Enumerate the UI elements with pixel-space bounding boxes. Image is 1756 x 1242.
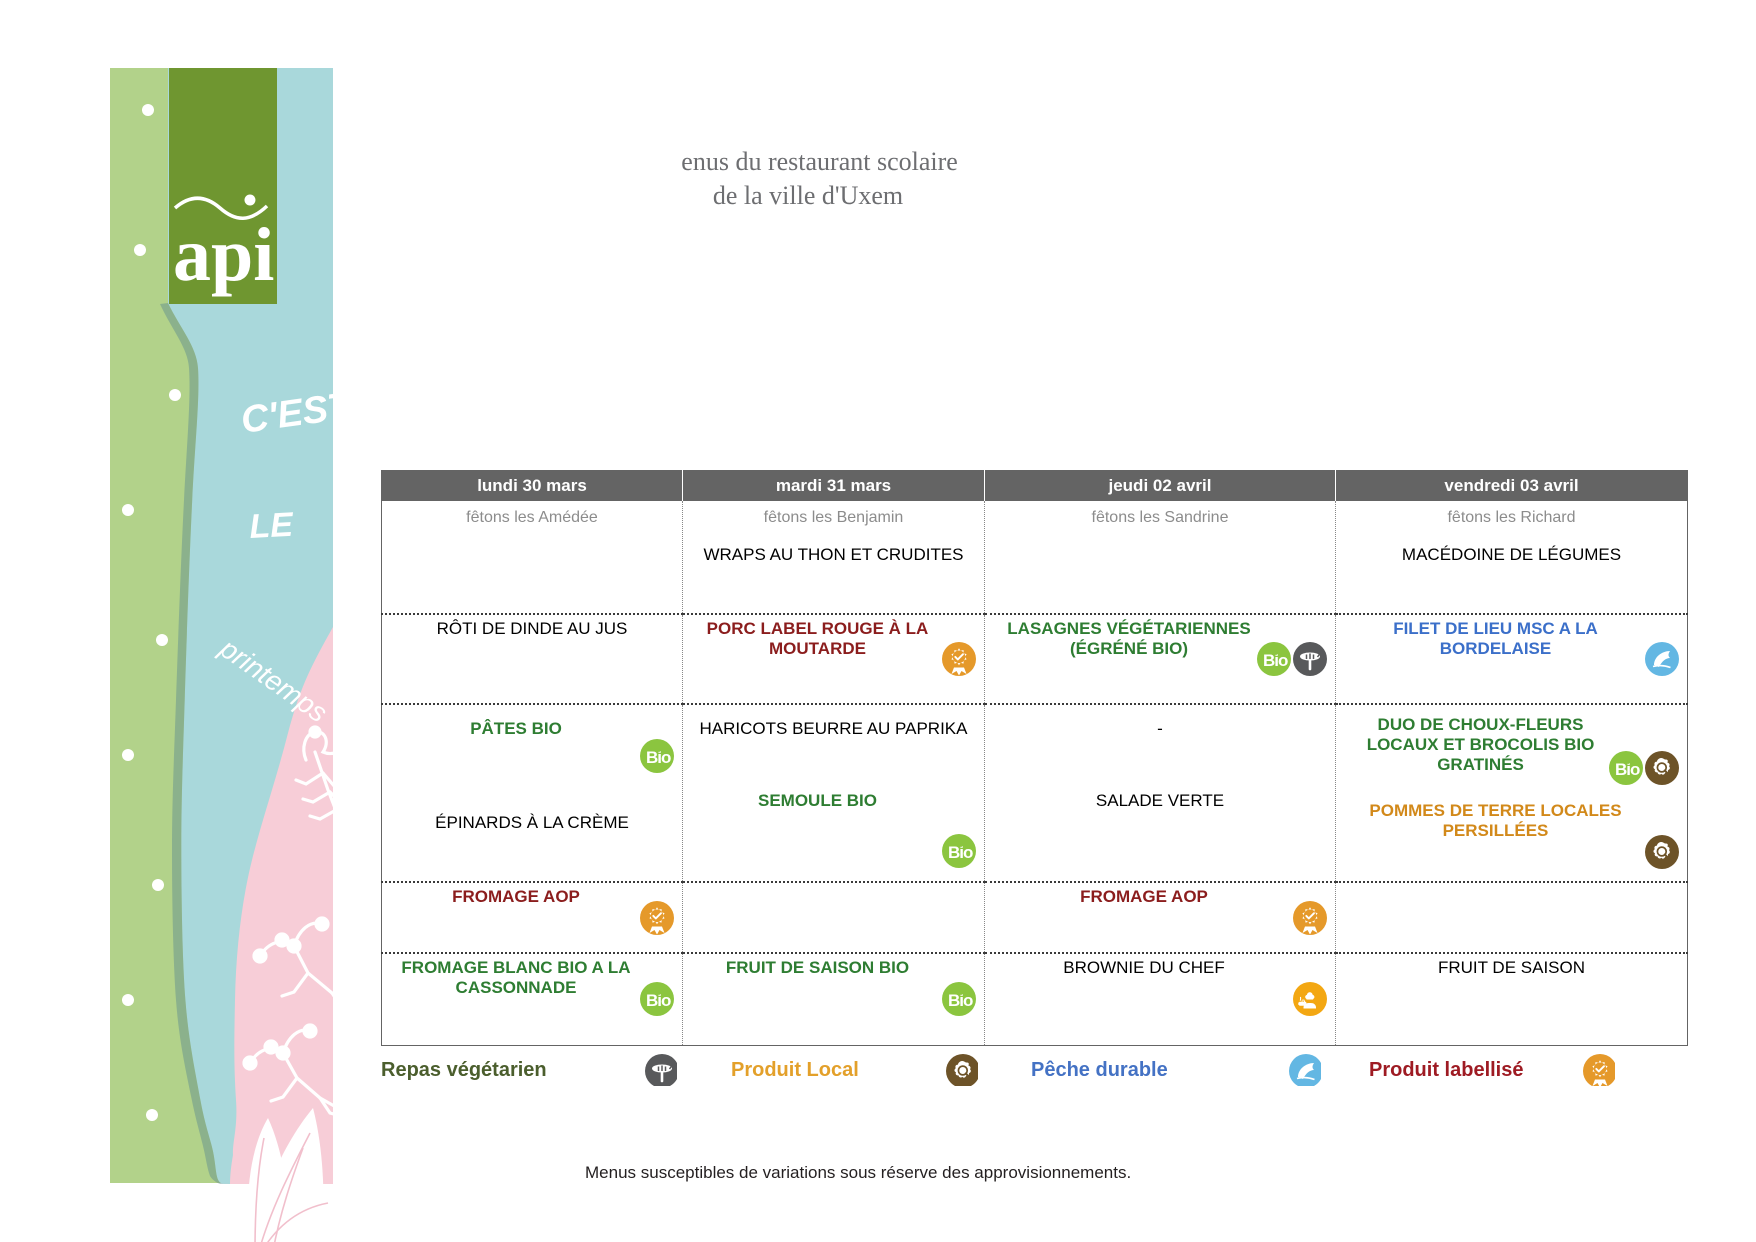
svg-text:api: api: [173, 213, 274, 297]
svg-text:LE: LE: [248, 506, 295, 546]
